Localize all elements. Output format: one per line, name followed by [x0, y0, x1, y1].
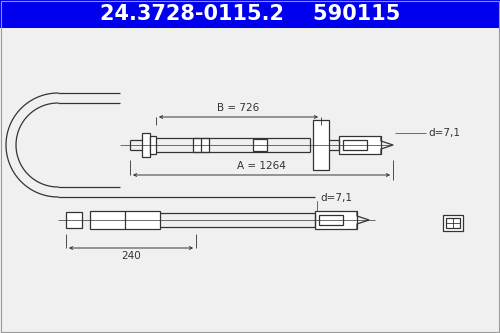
- Bar: [0, 0, 500, 28]
- Bar: [319, 215, 343, 225]
- Bar: [446, 218, 460, 228]
- Text: d=7,1: d=7,1: [428, 128, 460, 138]
- Bar: [315, 211, 357, 229]
- Text: d=7,1: d=7,1: [320, 193, 352, 203]
- Bar: [339, 136, 381, 154]
- Bar: [193, 138, 209, 152]
- Bar: [313, 120, 329, 170]
- Bar: [66, 212, 82, 228]
- Text: A = 1264: A = 1264: [237, 161, 286, 171]
- Bar: [150, 136, 156, 154]
- Bar: [343, 140, 367, 150]
- Text: 24.3728-0115.2    590115: 24.3728-0115.2 590115: [100, 4, 400, 24]
- Text: 240: 240: [121, 251, 141, 261]
- Bar: [90, 211, 160, 229]
- Bar: [142, 133, 150, 157]
- Bar: [443, 215, 463, 231]
- Text: B = 726: B = 726: [218, 103, 260, 113]
- Bar: [253, 139, 267, 151]
